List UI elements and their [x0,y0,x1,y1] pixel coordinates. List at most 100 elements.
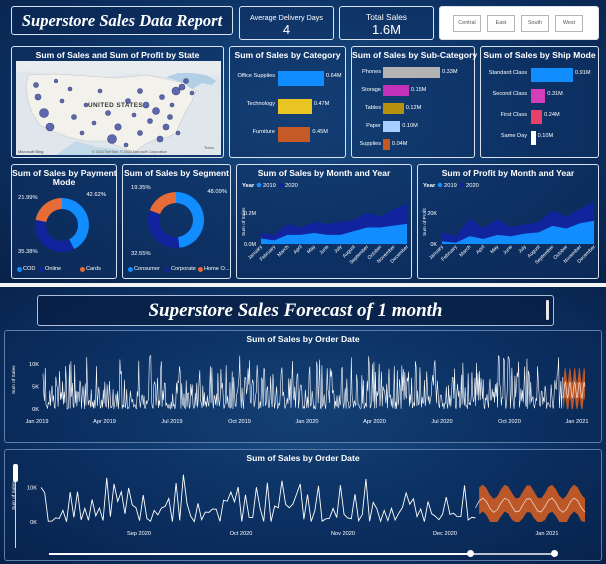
forecast-line-chart-2[interactable]: Sum of Sales 10K 0K Sep 2020 Oct 2020 Nov 202… [5,462,603,548]
bar[interactable] [383,121,401,132]
category-card[interactable]: Sum of Sales by Category Office Supplies… [229,46,346,158]
subcategory-card[interactable]: Sum of Sales by Sub-Category Phones 0.33M… [351,46,478,158]
kpi-card-delivery[interactable]: Average Delivery Days 4 [239,6,334,40]
legend-label[interactable]: 2019 [263,183,276,189]
bar[interactable] [383,139,390,150]
sales-line[interactable] [42,355,563,410]
donut-slice[interactable] [176,192,205,248]
donut-slice[interactable] [148,210,180,248]
subcategory-card-title: Sum of Sales by Sub-Category [352,50,478,60]
region-button-east[interactable]: East [487,15,515,32]
section-divider [0,283,606,287]
bar-value-label: 0.45M [312,129,328,135]
map-card[interactable]: Sum of Sales and Sum of Profit by State … [11,46,224,158]
x-tick-label: Jul 2020 [431,419,452,425]
bar[interactable] [383,103,404,114]
date-range-slider-handle-left[interactable] [467,550,474,557]
forecast-title-scrollbar[interactable] [546,300,549,320]
legend-label[interactable]: 2019 [444,183,457,189]
legend-swatch [17,267,22,272]
y-tick-label: 20K [427,211,437,217]
forecast-line-chart-1[interactable]: Sum of Sales 10K 5K 0K Jan 2019 Apr 2019 Jul 2… [5,343,603,443]
bar[interactable] [531,89,546,103]
bar[interactable] [531,110,543,124]
bar-value-label: 0.33M [442,69,458,75]
forecast-line[interactable] [562,380,586,400]
region-slicer: Central East South West [439,6,599,40]
sales-month-card[interactable]: Sum of Sales by Month and Year Year 2019 2… [236,164,412,279]
sales-line[interactable] [40,474,476,523]
bar[interactable] [278,71,324,86]
legend-swatch [165,267,170,272]
legend-label[interactable]: Cards [86,266,101,272]
legend-label[interactable]: Online [45,266,62,272]
x-tick-label: Jan 2021 [565,419,588,425]
donut-slice-label: 32.55% [131,251,151,257]
forecast-chart-1[interactable]: Sum of Sales by Order Date Sum of Sales 1… [4,330,602,443]
x-tick-label: Apr 2019 [93,419,116,425]
segment-card[interactable]: Sum of Sales by Segment 48.09% 32.55% 19.3… [122,164,231,279]
payment-card[interactable]: Sum of Sales by Payment Mode 42.62% 35.38… [11,164,117,279]
y-tick-label: 10K [29,362,39,368]
category-card-title: Sum of Sales by Category [234,50,341,60]
segment-donut[interactable]: 48.09% 32.55% 19.35% [123,179,232,267]
bar-value-label: 0.04M [391,141,408,147]
donut-slice[interactable] [62,198,89,250]
x-tick-label: March [458,244,472,258]
donut-slice[interactable] [35,219,75,252]
bar[interactable] [278,99,312,114]
map-terms: Terms [204,146,214,150]
donut-slice-label: 35.38% [18,249,38,255]
profit-month-card[interactable]: Sum of Profit by Month and Year Year 2019… [417,164,599,279]
area-series-2019[interactable] [261,223,407,244]
donut-slice[interactable] [35,198,62,222]
legend-label[interactable]: Corporate [171,266,196,272]
legend-label[interactable]: 2020 [466,183,479,189]
date-range-slider-track-right[interactable] [469,553,553,555]
y-axis-title: Sum of Profit [422,208,428,236]
bar[interactable] [531,131,536,145]
donut-slice[interactable] [149,192,176,215]
x-tick-label: April [475,244,486,255]
x-tick-label: July [333,244,344,255]
bar[interactable] [383,85,409,96]
bar-label: Same Day [500,133,527,139]
region-button-south[interactable]: South [521,15,549,32]
kpi-card-sales[interactable]: Total Sales 1.6M [339,6,434,40]
legend-label[interactable]: COD [23,266,36,272]
legend-label[interactable]: 2020 [285,183,298,189]
us-map[interactable]: UNITED STATES Microsoft Bing © 2024 TomT… [16,61,221,155]
x-tick-label: May [306,244,317,255]
forecast-confidence-band[interactable] [479,484,585,522]
bar-value-label: 0.15M [410,87,427,93]
report-title: Superstore Sales Data Report [11,6,233,35]
legend-swatch [198,267,203,272]
bar[interactable] [383,67,440,78]
bar-label: First Class [500,112,527,118]
bar-label: Supplies [359,141,381,147]
forecast-chart-2-title: Sum of Sales by Order Date [246,453,360,463]
vertical-slider-handle[interactable] [13,464,18,482]
bar-label: Standard Class [488,70,527,76]
region-button-central[interactable]: Central [453,15,481,32]
x-tick-label: April [292,244,303,255]
legend-label[interactable]: Consumer [134,266,160,272]
payment-donut[interactable]: 42.62% 35.38% 21.99% [12,187,118,267]
kpi-sales-label: Total Sales [366,12,407,22]
forecast-chart-2[interactable]: Sum of Sales by Order Date Sum of Sales 1… [4,449,602,561]
bar[interactable] [531,68,573,82]
date-range-slider-track[interactable] [49,553,469,555]
y-tick-label: 5K [32,385,39,391]
legend-label[interactable]: Home O... [204,266,230,272]
shipmode-card[interactable]: Sum of Sales by Ship Mode Standard Class… [480,46,599,158]
bar-label: Office Supplies [237,73,275,79]
x-tick-label: Oct 2020 [498,419,521,425]
date-range-slider-handle-right[interactable] [551,550,558,557]
forecast-line[interactable] [475,497,586,513]
region-button-west[interactable]: West [555,15,583,32]
x-tick-label: Dec 2020 [433,531,457,537]
vertical-slider-track[interactable] [15,482,16,548]
bar[interactable] [278,127,311,142]
